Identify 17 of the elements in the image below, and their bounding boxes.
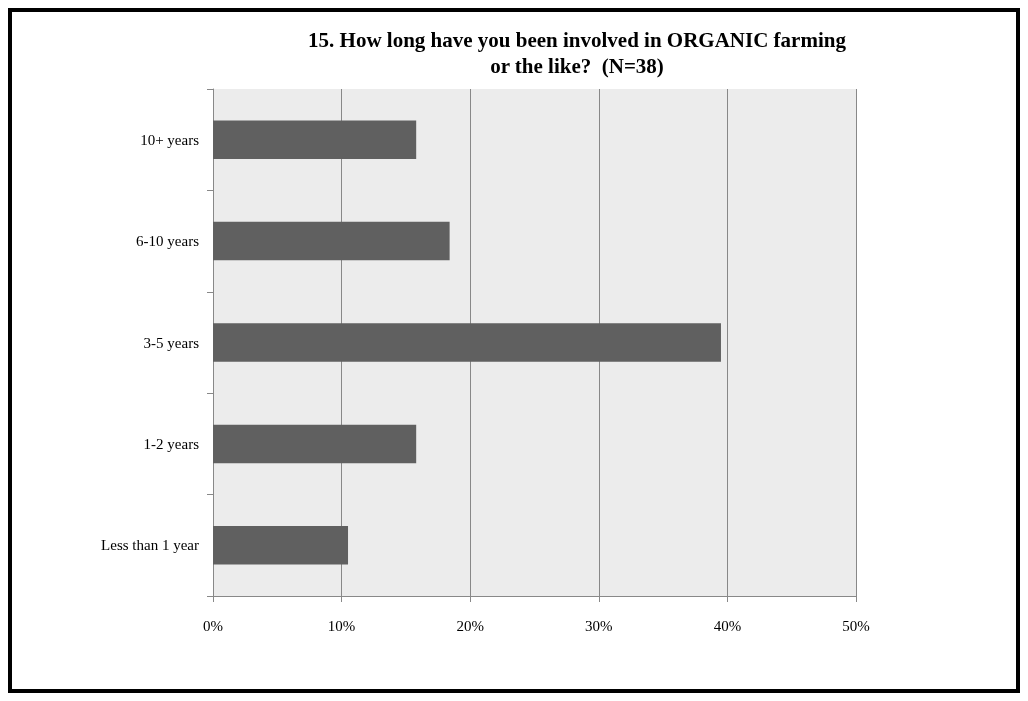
x-tick-label: 50% xyxy=(842,617,870,634)
y-tick-label: Less than 1 year xyxy=(101,537,199,554)
y-tick-label: 6-10 years xyxy=(136,233,200,250)
y-tick-label: 3-5 years xyxy=(143,334,200,351)
x-tick-label: 10% xyxy=(327,617,356,634)
y-tick-label: 10+ years xyxy=(140,131,200,148)
bar xyxy=(213,526,349,565)
y-tick-label: 1-2 years xyxy=(143,435,200,452)
bar xyxy=(213,221,450,261)
bar xyxy=(213,424,417,464)
x-tick-label: 0% xyxy=(203,617,223,634)
chart-title: 15. How long have you been involved in ORGANIC farming or the like? (N=38) xyxy=(308,28,847,78)
bar xyxy=(213,120,417,159)
bar xyxy=(213,323,721,362)
x-tick-label: 40% xyxy=(713,617,742,634)
x-tick-label: 20% xyxy=(456,617,484,634)
x-tick-label: 30% xyxy=(585,617,613,634)
